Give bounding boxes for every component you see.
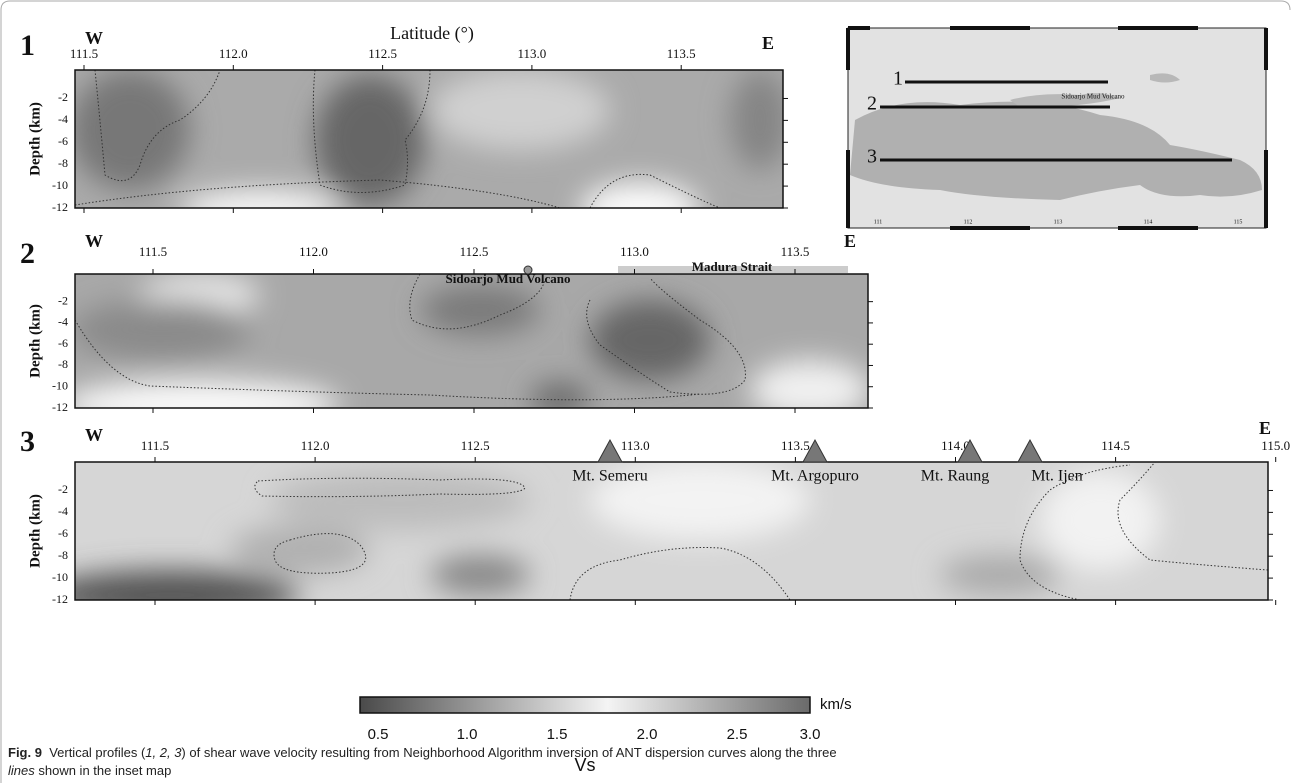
x-axis-label: Latitude (°) <box>390 23 474 44</box>
plot-frame <box>74 273 869 409</box>
caption-text: shown in the inset map <box>34 763 172 778</box>
annotation: Mt. Argopuro <box>771 468 859 485</box>
inset-tick-label: 112 <box>964 219 973 225</box>
colorbar-tick-label: 1.0 <box>457 726 478 743</box>
east-label: E <box>762 33 774 53</box>
inset-tick-label: 111 <box>874 219 883 225</box>
y-axis-label: Depth (km) <box>27 304 43 378</box>
colorbar-tick-label: 0.5 <box>368 726 389 743</box>
volcano-marker <box>597 438 623 463</box>
caption: Fig. 9 Vertical profiles (1, 2, 3) of sh… <box>8 744 1278 780</box>
inset-line-label: 1 <box>893 68 903 90</box>
volcano-marker <box>523 265 533 275</box>
y-tick-label: -2 <box>58 90 68 104</box>
x-tick-label: 113.0 <box>620 244 649 259</box>
colorbar-tick-label: 3.0 <box>800 726 821 743</box>
velocity-field <box>75 274 868 408</box>
y-tick-label: -8 <box>58 548 68 562</box>
west-label: W <box>85 425 103 445</box>
x-tick-label: 112.5 <box>461 438 490 453</box>
y-tick-label: -2 <box>58 293 68 307</box>
colorbar <box>359 696 811 714</box>
x-tick-label: 111.5 <box>70 46 98 61</box>
x-tick-label: 112.0 <box>301 438 330 453</box>
y-tick-label: -10 <box>52 570 68 584</box>
east-label: E <box>1259 418 1271 438</box>
x-tick-label: 114.0 <box>941 438 970 453</box>
caption-text: ) of shear wave velocity resulting from … <box>181 745 837 760</box>
volcano-marker <box>957 438 983 463</box>
inset-annotation: Sidoarjo Mud Volcano <box>1061 93 1125 101</box>
x-tick-label: 112.5 <box>460 244 489 259</box>
annotation: Madura Strait <box>692 259 773 274</box>
caption-emph: lines <box>8 763 35 778</box>
y-tick-label: -6 <box>58 134 68 148</box>
x-tick-label: 112.5 <box>368 46 397 61</box>
panel-label: 3 <box>20 425 35 458</box>
velocity-field <box>75 462 1268 600</box>
y-tick-label: -8 <box>58 156 68 170</box>
panel-label: 2 <box>20 237 35 270</box>
y-tick-label: -6 <box>58 336 68 350</box>
plot-frame <box>74 461 1269 601</box>
x-tick-label: 111.5 <box>139 244 167 259</box>
x-tick-label: 113.5 <box>781 438 810 453</box>
x-tick-label: 112.0 <box>219 46 248 61</box>
caption-emph: 1, 2, 3 <box>145 745 182 760</box>
colorbar-tick-label: 2.0 <box>637 726 658 743</box>
colorbar-tick-label: 2.5 <box>727 726 748 743</box>
y-tick-label: -10 <box>52 178 68 192</box>
y-axis-label: Depth (km) <box>27 102 43 176</box>
inset-map <box>846 26 1268 230</box>
y-axis-label: Depth (km) <box>27 494 43 568</box>
volcano-marker <box>802 438 828 463</box>
y-tick-label: -4 <box>58 112 68 126</box>
y-tick-label: -6 <box>58 526 68 540</box>
inset-tick-label: 115 <box>1234 219 1243 225</box>
strait-bar <box>618 266 848 273</box>
inset-line-label: 3 <box>867 146 877 168</box>
x-tick-label: 115.0 <box>1261 438 1290 453</box>
y-tick-label: -12 <box>52 400 68 414</box>
inset-line-label: 2 <box>867 93 877 115</box>
annotation: Mt. Semeru <box>572 468 648 485</box>
x-tick-label: 113.0 <box>518 46 547 61</box>
y-tick-label: -4 <box>58 315 68 329</box>
colorbar-tick-label: 1.5 <box>547 726 568 743</box>
x-tick-label: 114.5 <box>1101 438 1130 453</box>
west-label: W <box>85 28 103 48</box>
x-tick-label: 112.0 <box>299 244 328 259</box>
y-tick-label: -2 <box>58 482 68 496</box>
annotation: Mt. Ijen <box>1031 468 1083 485</box>
y-tick-label: -10 <box>52 378 68 392</box>
x-tick-label: 113.5 <box>781 244 810 259</box>
colorbar-unit: km/s <box>820 696 852 713</box>
x-tick-label: 113.0 <box>621 438 650 453</box>
velocity-field <box>75 70 783 208</box>
annotation: Sidoarjo Mud Volcano <box>446 271 571 286</box>
y-tick-label: -12 <box>52 592 68 606</box>
inset-tick-label: 113 <box>1054 219 1063 225</box>
x-tick-label: 113.5 <box>667 46 696 61</box>
east-label: E <box>844 231 856 251</box>
plot-frame <box>74 69 784 209</box>
volcano-marker <box>1017 438 1043 463</box>
y-tick-label: -12 <box>52 200 68 214</box>
y-tick-label: -4 <box>58 504 68 518</box>
panel-label: 1 <box>20 29 35 62</box>
annotation: Mt. Raung <box>921 468 989 485</box>
west-label: W <box>85 231 103 251</box>
x-tick-label: 111.5 <box>141 438 169 453</box>
caption-text: Vertical profiles ( <box>49 745 146 760</box>
caption-label: Fig. 9 <box>8 745 42 760</box>
inset-tick-label: 114 <box>1144 219 1153 225</box>
colorbar-title: Vs <box>574 755 595 775</box>
y-tick-label: -8 <box>58 357 68 371</box>
